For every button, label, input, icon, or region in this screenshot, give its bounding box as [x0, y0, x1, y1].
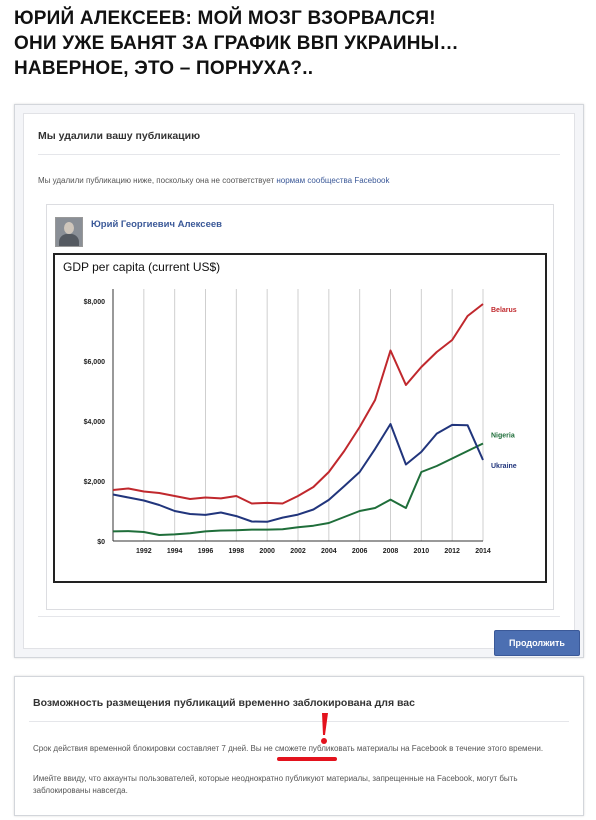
y-tick-label: $8,000	[84, 299, 106, 306]
blocked-panel: Возможность размещения публикаций времен…	[14, 676, 584, 816]
chart-title: GDP per capita (current US$)	[63, 260, 220, 274]
legend-label-belarus: Belarus	[491, 307, 517, 314]
gdp-chart-svg: GDP per capita (current US$) $0 $2,000 $4,…	[63, 260, 517, 555]
x-tick-label: 2010	[414, 548, 430, 555]
series-line-belarus	[112, 303, 484, 505]
headline-line-3: НАВЕРНОЕ, ЭТО – ПОРНУХА?..	[14, 58, 314, 79]
exclamation-annotation-icon	[321, 713, 328, 744]
headline-line-2: ОНИ УЖЕ БАНЯТ ЗА ГРАФИК ВВП УКРАИНЫ…	[14, 33, 459, 54]
x-tick-label: 2014	[475, 548, 491, 555]
block-warning-text: Имейте ввиду, что аккаунты пользователей…	[33, 774, 518, 795]
continue-button[interactable]: Продолжить	[494, 630, 580, 656]
x-tick-label: 1994	[167, 548, 183, 555]
blocked-title: Возможность размещения публикаций времен…	[33, 697, 415, 709]
removed-post-panel: Мы удалили вашу публикацию Мы удалили пу…	[14, 104, 584, 658]
removed-post-description: Мы удалили публикацию ниже, поскольку он…	[38, 176, 389, 185]
community-standards-link[interactable]: нормам сообщества Facebook	[276, 176, 390, 185]
x-tick-label: 2012	[444, 548, 460, 555]
removed-post-title: Мы удалили вашу публикацию	[38, 130, 201, 142]
x-tick-label: 1992	[136, 548, 152, 555]
y-tick-label: $0	[97, 539, 105, 546]
x-tick-label: 1996	[198, 548, 214, 555]
series-line-ukraine	[112, 423, 484, 523]
x-tick-label: 2000	[259, 548, 275, 555]
removed-post-card: Мы удалили вашу публикацию Мы удалили пу…	[23, 113, 580, 656]
legend-label-ukraine: Ukraine	[491, 463, 517, 470]
headline: ЮРИЙ АЛЕКСЕЕВ: МОЙ МОЗГ ВЗОРВАЛСЯ! ОНИ У…	[14, 6, 584, 81]
x-tick-label: 2008	[383, 548, 399, 555]
y-tick-label: $6,000	[84, 359, 106, 366]
red-underline-annotation	[277, 757, 337, 761]
gdp-chart: GDP per capita (current US$) $0 $2,000 $4,…	[53, 253, 547, 583]
divider	[29, 721, 569, 722]
post-author-name[interactable]: Юрий Георгиевич Алексеев	[91, 219, 223, 230]
divider	[38, 154, 560, 155]
x-tick-label: 2004	[321, 548, 337, 555]
x-tick-label: 2006	[352, 548, 368, 555]
x-tick-label: 2002	[290, 548, 306, 555]
removed-post: Юрий Георгиевич Алексеев GDP per capita …	[46, 204, 554, 610]
avatar[interactable]	[55, 217, 83, 247]
headline-line-1: ЮРИЙ АЛЕКСЕЕВ: МОЙ МОЗГ ВЗОРВАЛСЯ!	[14, 8, 436, 29]
series-line-nigeria	[112, 442, 484, 536]
y-tick-label: $2,000	[84, 479, 106, 486]
x-tick-label: 1998	[229, 548, 245, 555]
y-tick-label: $4,000	[84, 419, 106, 426]
description-text: Мы удалили публикацию ниже, поскольку он…	[38, 176, 275, 185]
block-duration-text: Срок действия временной блокировки соста…	[33, 744, 544, 753]
legend-label-nigeria: Nigeria	[491, 433, 515, 440]
divider	[38, 616, 560, 617]
